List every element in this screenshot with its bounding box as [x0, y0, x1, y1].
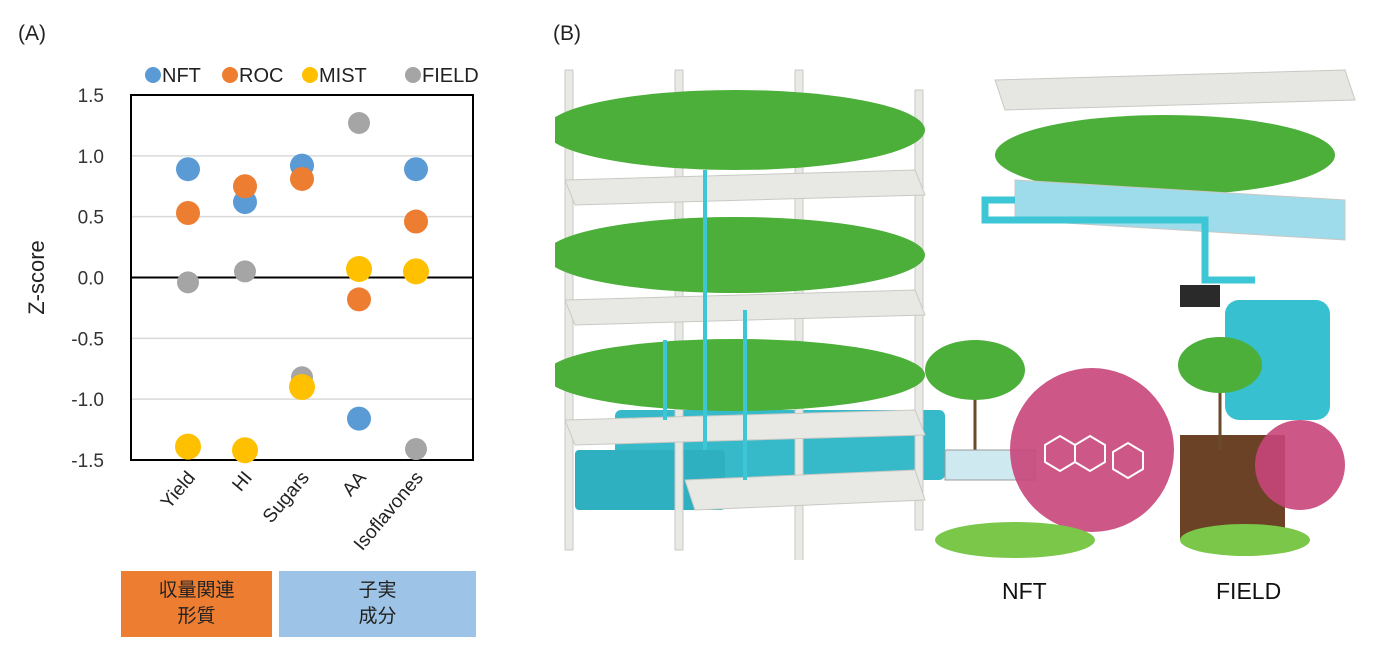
- y-tick-label: 0.5: [78, 208, 104, 229]
- legend-marker-roc: [222, 67, 238, 83]
- group-seed-components: 子実 成分: [279, 571, 476, 637]
- panel-b-label: (B): [553, 22, 581, 45]
- isoflavone-molecule-circle-field: [1255, 420, 1345, 510]
- point-roc-sugars: [290, 166, 314, 191]
- group-yield-traits: 収量関連 形質: [121, 571, 272, 637]
- x-tick-label: AA: [338, 467, 371, 500]
- point-mist-aa: [346, 255, 372, 282]
- legend-label-roc: ROC: [239, 65, 283, 87]
- legend-label-field: FIELD: [422, 65, 479, 87]
- legend-label-nft: NFT: [162, 65, 201, 87]
- point-mist-yield: [175, 433, 201, 460]
- point-mist-sugars: [289, 374, 315, 400]
- point-mist-isoflavones: [403, 258, 429, 285]
- y-tick-label: 1.5: [78, 86, 104, 107]
- y-tick-label: 1.0: [78, 147, 104, 168]
- point-nft-aa: [347, 406, 371, 431]
- y-tick-label: 0.0: [78, 269, 104, 290]
- x-tick-label: Yield: [157, 468, 200, 513]
- point-field-hi: [234, 260, 256, 283]
- vertical-farm-rack: [555, 69, 945, 560]
- y-tick-label: -1.0: [71, 390, 104, 411]
- point-nft-yield: [176, 157, 200, 182]
- y-axis-label: Z-score: [24, 240, 49, 315]
- point-roc-aa: [347, 287, 371, 312]
- nft-caption: NFT: [1002, 578, 1047, 604]
- hydroponics-illustration: [555, 69, 1356, 560]
- point-roc-isoflavones: [404, 209, 428, 234]
- y-tick-label: -1.5: [71, 451, 104, 472]
- zscore-scatter-chart: 1.5 1.0 0.5 0.0 -0.5 -1.0 -1.5 Z-score Yield HI Su…: [24, 65, 479, 555]
- point-mist-hi: [232, 437, 258, 464]
- panel-a-label: (A): [18, 22, 46, 45]
- point-field-yield: [177, 271, 199, 294]
- legend-marker-mist: [302, 67, 318, 83]
- nft-plant: [925, 340, 1174, 558]
- legend-marker-nft: [145, 67, 161, 83]
- field-plant: [1178, 337, 1345, 556]
- legend-label-mist: MIST: [319, 65, 367, 87]
- isoflavone-structure-icon: [1044, 434, 1144, 480]
- isoflavone-molecule-circle-nft: [1010, 368, 1174, 532]
- point-field-isoflavones: [405, 438, 427, 461]
- field-caption: FIELD: [1216, 578, 1282, 604]
- point-field-aa: [348, 111, 370, 134]
- x-tick-label: Sugars: [259, 468, 314, 528]
- x-tick-label: HI: [229, 468, 257, 496]
- nft-system-diagram: [981, 69, 1356, 420]
- y-tick-label: -0.5: [71, 329, 104, 350]
- plot-frame: [130, 94, 474, 461]
- point-nft-isoflavones: [404, 157, 428, 182]
- point-roc-yield: [176, 201, 200, 226]
- legend-marker-field: [405, 67, 421, 83]
- point-roc-hi: [233, 174, 257, 199]
